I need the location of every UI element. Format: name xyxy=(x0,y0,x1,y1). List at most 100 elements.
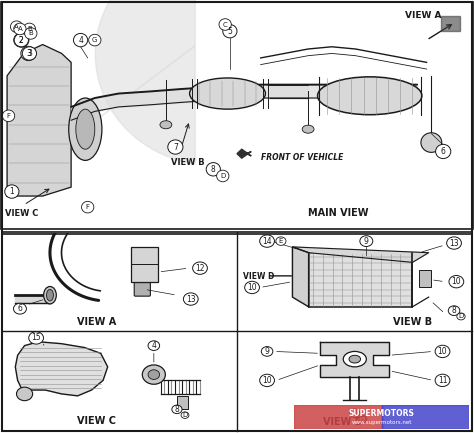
Text: F: F xyxy=(86,204,90,210)
Text: 6: 6 xyxy=(441,147,446,156)
Circle shape xyxy=(223,25,237,38)
Circle shape xyxy=(260,235,274,247)
Text: VIEW C: VIEW C xyxy=(5,209,38,218)
Circle shape xyxy=(350,409,360,417)
Ellipse shape xyxy=(160,121,172,129)
Polygon shape xyxy=(382,405,469,429)
Circle shape xyxy=(245,281,259,294)
Text: G: G xyxy=(92,37,98,43)
Circle shape xyxy=(82,201,94,213)
Text: 8: 8 xyxy=(352,409,357,418)
Circle shape xyxy=(435,345,450,358)
Circle shape xyxy=(17,387,33,401)
Circle shape xyxy=(172,405,182,414)
Circle shape xyxy=(13,303,27,314)
Text: 12: 12 xyxy=(195,264,205,273)
Text: 7: 7 xyxy=(173,142,178,152)
Text: 8: 8 xyxy=(211,165,216,174)
Circle shape xyxy=(192,262,208,275)
Circle shape xyxy=(359,416,367,422)
Ellipse shape xyxy=(69,98,102,160)
Text: 3: 3 xyxy=(27,49,32,58)
Circle shape xyxy=(457,313,465,320)
Bar xyxy=(177,396,189,409)
Circle shape xyxy=(206,163,220,176)
Ellipse shape xyxy=(76,109,95,149)
Text: 4: 4 xyxy=(78,36,83,45)
Text: 3: 3 xyxy=(26,49,31,58)
Text: VIEW A: VIEW A xyxy=(405,11,442,20)
Text: 6: 6 xyxy=(18,304,22,313)
Bar xyxy=(419,270,431,288)
Circle shape xyxy=(14,33,29,47)
Text: www.supermotors.net: www.supermotors.net xyxy=(351,420,412,425)
Polygon shape xyxy=(237,149,251,158)
Text: 10: 10 xyxy=(452,277,461,286)
Circle shape xyxy=(448,306,460,316)
Text: C: C xyxy=(223,22,228,28)
Text: 11: 11 xyxy=(438,376,447,385)
Ellipse shape xyxy=(349,355,361,363)
Text: B: B xyxy=(27,26,32,32)
Circle shape xyxy=(21,46,36,61)
Circle shape xyxy=(276,237,286,246)
Circle shape xyxy=(168,140,183,154)
FancyBboxPatch shape xyxy=(134,283,150,296)
Text: VIEW C: VIEW C xyxy=(77,416,116,426)
Circle shape xyxy=(14,23,26,35)
Text: A: A xyxy=(18,26,22,32)
Text: D: D xyxy=(182,412,188,418)
Text: VIEW A: VIEW A xyxy=(76,317,116,327)
Text: 2: 2 xyxy=(19,36,24,45)
Text: D: D xyxy=(220,173,226,179)
Circle shape xyxy=(260,374,274,387)
Circle shape xyxy=(261,346,273,356)
Text: A: A xyxy=(14,24,19,30)
Circle shape xyxy=(447,237,461,249)
Text: 10: 10 xyxy=(438,347,447,356)
Circle shape xyxy=(142,365,165,384)
Polygon shape xyxy=(7,45,71,196)
Text: 8: 8 xyxy=(452,306,456,315)
Text: 2: 2 xyxy=(19,36,24,45)
Polygon shape xyxy=(441,16,460,31)
Circle shape xyxy=(14,33,28,47)
Text: 10: 10 xyxy=(262,376,272,385)
Text: 5: 5 xyxy=(228,27,232,36)
Circle shape xyxy=(436,144,451,158)
Text: D: D xyxy=(458,313,464,320)
Ellipse shape xyxy=(343,352,366,367)
Circle shape xyxy=(217,170,229,182)
Circle shape xyxy=(10,21,23,32)
Text: F: F xyxy=(7,113,10,119)
Ellipse shape xyxy=(44,287,56,304)
Circle shape xyxy=(421,133,442,152)
Circle shape xyxy=(435,374,450,387)
Bar xyxy=(309,253,412,307)
Circle shape xyxy=(181,412,189,418)
Circle shape xyxy=(183,293,198,305)
Circle shape xyxy=(148,341,160,350)
Polygon shape xyxy=(292,247,428,262)
Polygon shape xyxy=(292,247,309,307)
Circle shape xyxy=(449,275,464,288)
Polygon shape xyxy=(294,405,382,429)
Polygon shape xyxy=(15,342,108,396)
Circle shape xyxy=(89,34,101,46)
Circle shape xyxy=(22,47,36,60)
Text: E: E xyxy=(279,238,283,244)
Text: VIEW B: VIEW B xyxy=(171,158,204,167)
Text: 10: 10 xyxy=(247,283,257,292)
Circle shape xyxy=(29,332,44,344)
Text: 13: 13 xyxy=(186,294,196,304)
Circle shape xyxy=(360,236,373,246)
Circle shape xyxy=(148,370,160,379)
Circle shape xyxy=(25,28,37,39)
Circle shape xyxy=(73,33,88,47)
Circle shape xyxy=(23,23,36,35)
Text: SUPERMOTORS: SUPERMOTORS xyxy=(349,409,414,418)
Text: 14: 14 xyxy=(262,236,272,246)
Text: 9: 9 xyxy=(264,347,270,356)
Text: MAIN VIEW: MAIN VIEW xyxy=(308,208,369,218)
Polygon shape xyxy=(320,342,390,377)
